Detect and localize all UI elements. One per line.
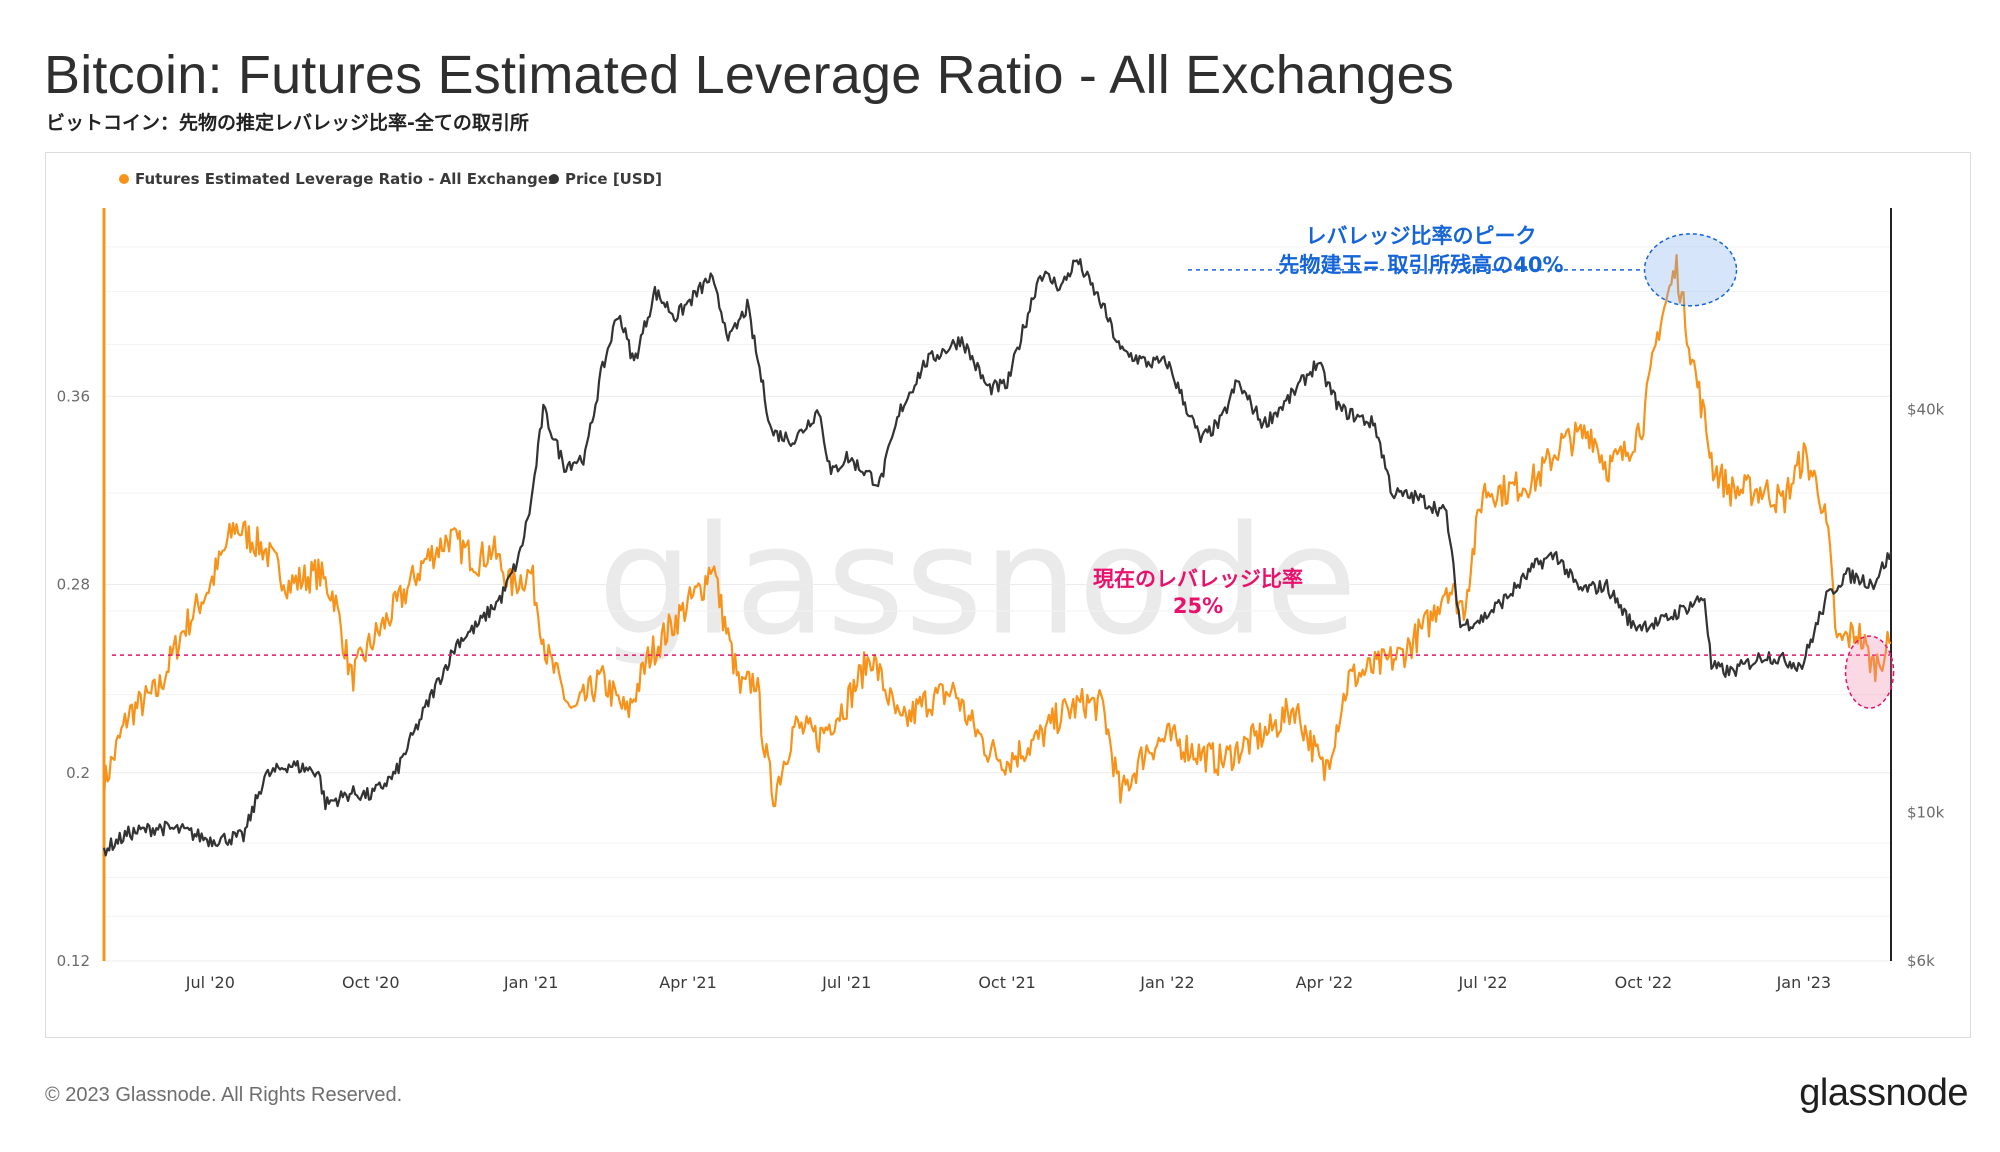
legend-marker — [549, 174, 559, 184]
glassnode-logo[interactable]: glassnode — [1799, 1072, 1968, 1114]
chart-panel: glassnode 0.12 0.2 0.28 0.36 $6k $10k $40k Jul '… — [45, 152, 1971, 1038]
annotation-current-line2: 25% — [1173, 594, 1223, 618]
chart-svg: glassnode 0.12 0.2 0.28 0.36 $6k $10k $40k Jul '… — [57, 170, 1945, 992]
y-right-tick-label: $40k — [1907, 401, 1945, 419]
x-tick-label: Oct '20 — [342, 973, 400, 992]
copyright: © 2023 Glassnode. All Rights Reserved. — [45, 1084, 403, 1106]
x-tick-label: Apr '21 — [659, 973, 717, 992]
x-tick-label: Oct '21 — [978, 973, 1036, 992]
y-left-tick-label: 0.28 — [57, 576, 90, 594]
legend-marker — [119, 174, 129, 184]
annotation-current-line1: 現在のレバレッジ比率 — [1093, 567, 1303, 591]
x-tick-label: Jan '23 — [1776, 973, 1832, 992]
x-tick-label: Jan '22 — [1139, 973, 1195, 992]
series-line-leverage-ratio — [102, 253, 1892, 808]
x-tick-label: Oct '22 — [1615, 973, 1673, 992]
x-tick-label: Apr '22 — [1296, 973, 1354, 992]
y-left-tick-label: 0.12 — [57, 952, 90, 970]
x-tick-label: Jul '20 — [185, 973, 235, 992]
annotation-peak-line2: 先物建玉= 取引所残高の40% — [1278, 253, 1563, 277]
legend-label: Futures Estimated Leverage Ratio - All E… — [135, 170, 557, 188]
x-tick-label: Jul '22 — [1457, 973, 1507, 992]
annotation-peak-line1: レバレッジ比率のピーク — [1306, 224, 1537, 248]
annotation-peak-circle — [1643, 233, 1738, 307]
y-left-tick-label: 0.36 — [57, 387, 90, 405]
legend-label: Price [USD] — [565, 170, 662, 188]
page-subtitle: ビットコイン：先物の推定レバレッジ比率-全ての取引所 — [46, 112, 529, 134]
y-left-tick-label: 0.2 — [66, 764, 90, 782]
y-right-tick-label: $6k — [1907, 952, 1935, 970]
annotation-current-circle — [1844, 635, 1895, 709]
watermark: glassnode — [598, 495, 1357, 669]
x-tick-label: Jan '21 — [503, 973, 559, 992]
x-tick-label: Jul '21 — [821, 973, 871, 992]
y-right-tick-label: $10k — [1907, 804, 1945, 822]
page-title: Bitcoin: Futures Estimated Leverage Rati… — [44, 45, 1455, 105]
legend: Futures Estimated Leverage Ratio - All E… — [119, 170, 662, 188]
series-line-price — [102, 258, 1893, 857]
